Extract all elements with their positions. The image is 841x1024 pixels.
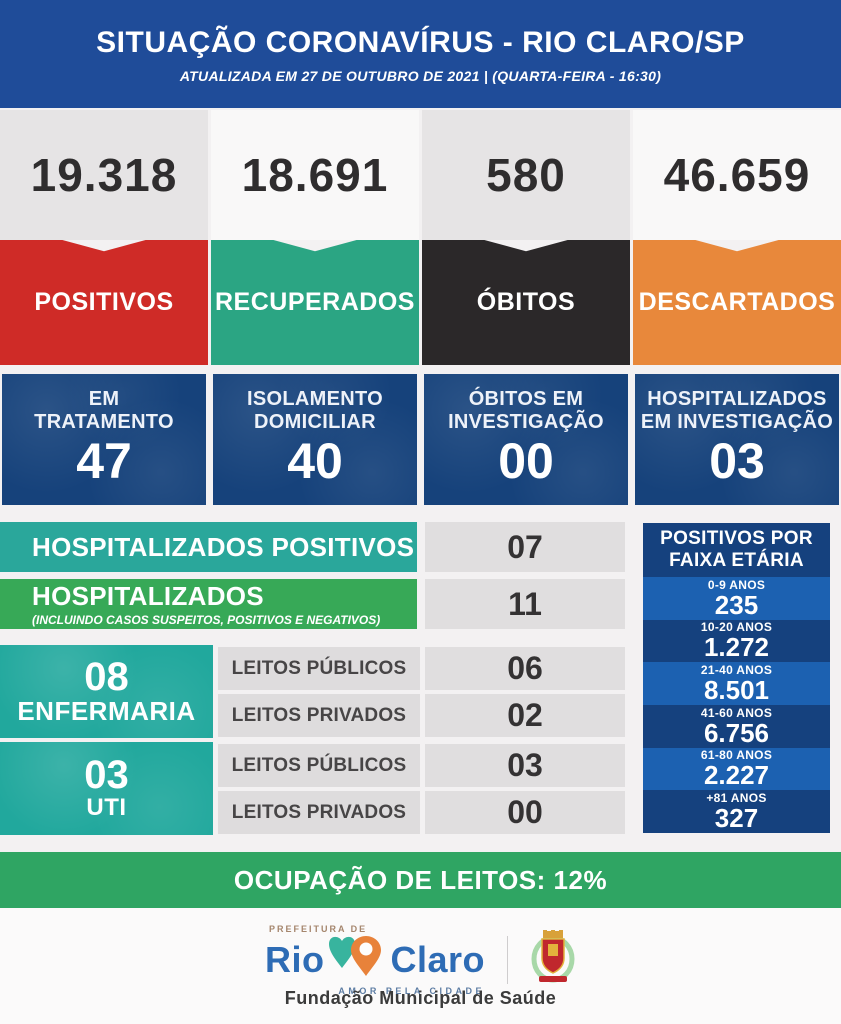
age-row-81plus: +81 ANOS 327 [643,790,830,834]
age-row-0-9: 0-9 ANOS 235 [643,577,830,620]
age-label: 41-60 ANOS [700,705,773,720]
footer: PREFEITURA DE Rio Claro AMOR PELA CIDADE [0,908,841,1024]
label-leitos-publicos: LEITOS PÚBLICOS [218,744,420,787]
stat-value-area: 19.318 [0,110,208,240]
stat-obitos: 580 ÓBITOS [422,110,630,365]
age-value: 6.756 [703,717,770,748]
value-hospitalizados: 11 [425,579,625,629]
rio-claro-logo: PREFEITURA DE Rio Claro AMOR PELA CIDADE [265,924,485,996]
age-label: 61-80 ANOS [700,748,773,763]
label-leitos-privados: LEITOS PRIVADOS [218,694,420,737]
age-row-21-40: 21-40 ANOS 8.501 [643,662,830,706]
age-value: 327 [714,803,759,834]
card-isolamento-domiciliar: ISOLAMENTO DOMICILIAR 40 [213,374,417,505]
value-hospitalizados-positivos: 07 [425,522,625,572]
organization-name: Fundação Municipal de Saúde [284,988,557,1008]
row-label: HOSPITALIZADOS POSITIVOS [32,531,415,562]
age-value: 235 [714,589,759,620]
age-row-10-20: 10-20 ANOS 1.272 [643,619,830,663]
card-em-tratamento: EM TRATAMENTO 47 [2,374,206,505]
stat-value: 580 [486,149,566,201]
stat-label: ÓBITOS [476,288,576,316]
ward-number: 03 [84,753,129,798]
card-value: 00 [498,433,554,489]
age-panel-title: POSITIVOS POR FAIXA ETÁRIA [643,523,830,577]
value-leitos-publicos: 06 [425,647,625,690]
age-label: 0-9 ANOS [707,577,766,592]
value-leitos-privados: 02 [425,694,625,737]
age-panel-title-line1: POSITIVOS POR [660,528,813,550]
age-row-41-60: 41-60 ANOS 6.756 [643,705,830,748]
logo-divider [507,936,509,984]
age-label: +81 ANOS [706,791,767,806]
card-label-line2: DOMICILIAR [254,411,376,433]
card-obitos-investigacao: ÓBITOS EM INVESTIGAÇÃO 00 [424,374,628,505]
row-hospitalizados: HOSPITALIZADOS (INCLUINDO CASOS SUSPEITO… [0,579,417,629]
stat-label-area: POSITIVOS [0,240,208,365]
row-sublabel: (INCLUINDO CASOS SUSPEITOS, POSITIVOS E … [32,613,381,627]
ward-number: 08 [84,655,129,700]
ward-label: UTI [86,794,127,822]
header-banner: SITUAÇÃO CORONAVÍRUS - RIO CLARO/SP ATUA… [0,0,841,108]
card-label-line1: ÓBITOS EM [468,388,584,410]
row-hospitalizados-positivos: HOSPITALIZADOS POSITIVOS [0,522,417,572]
stat-value-area: 18.691 [211,110,419,240]
age-label: 10-20 ANOS [700,620,773,635]
map-pin-icon [326,934,388,985]
city-crest-icon [530,929,576,991]
logo-text-rio: Rio [264,938,325,980]
stat-label-area: DESCARTADOS [633,240,841,365]
card-value: 40 [287,433,343,489]
age-label: 21-40 ANOS [700,663,773,678]
card-label-line2: INVESTIGAÇÃO [448,411,604,433]
value-leitos-publicos: 03 [425,744,625,787]
stat-descartados: 46.659 DESCARTADOS [633,110,841,365]
row-label: HOSPITALIZADOS [32,581,264,611]
block-uti: 03 UTI [0,742,213,835]
card-value: 03 [709,433,765,489]
card-label-line1: EM [88,388,120,410]
prefeitura-label: PREFEITURA DE [268,924,368,934]
card-label-line1: HOSPITALIZADOS [647,388,827,410]
card-value: 47 [76,433,132,489]
label-leitos-publicos: LEITOS PÚBLICOS [218,647,420,690]
label-leitos-privados: LEITOS PRIVADOS [218,791,420,834]
value-leitos-privados: 00 [425,791,625,834]
stat-label-area: ÓBITOS [422,240,630,365]
age-value: 2.227 [703,760,770,791]
logo-lockup: PREFEITURA DE Rio Claro AMOR PELA CIDADE [0,924,841,996]
stat-label: RECUPERADOS [215,288,415,316]
age-panel-title-line2: FAIXA ETÁRIA [669,550,804,571]
stat-value: 46.659 [663,149,811,201]
page-title: SITUAÇÃO CORONAVÍRUS - RIO CLARO/SP [96,26,745,59]
stat-recuperados: 18.691 RECUPERADOS [211,110,419,365]
stat-label-area: RECUPERADOS [211,240,419,365]
block-enfermaria: 08 ENFERMARIA [0,645,213,738]
stat-value-area: 580 [422,110,630,240]
stat-label: DESCARTADOS [638,288,836,316]
card-label-line2: TRATAMENTO [34,411,174,433]
logo-text-claro: Claro [390,938,486,980]
stat-value: 18.691 [241,149,389,201]
ward-label: ENFERMARIA [17,696,196,727]
updated-timestamp: ATUALIZADA EM 27 DE OUTUBRO DE 2021 | (Q… [179,68,662,84]
bed-occupancy-banner: OCUPAÇÃO DE LEITOS: 12% [0,852,841,908]
age-value: 8.501 [703,675,770,706]
card-hospitalizados-investigacao: HOSPITALIZADOS EM INVESTIGAÇÃO 03 [635,374,839,505]
stat-positivos: 19.318 POSITIVOS [0,110,208,365]
card-label-line1: ISOLAMENTO [247,388,383,410]
card-label-line2: EM INVESTIGAÇÃO [640,411,834,433]
logo-tagline: AMOR PELA CIDADE [338,986,486,996]
age-row-61-80: 61-80 ANOS 2.227 [643,747,830,791]
stat-value-area: 46.659 [633,110,841,240]
age-distribution-panel: POSITIVOS POR FAIXA ETÁRIA 0-9 ANOS 235 … [643,523,830,834]
stat-value: 19.318 [30,149,178,201]
age-value: 1.272 [703,632,770,663]
stat-label: POSITIVOS [34,288,174,316]
